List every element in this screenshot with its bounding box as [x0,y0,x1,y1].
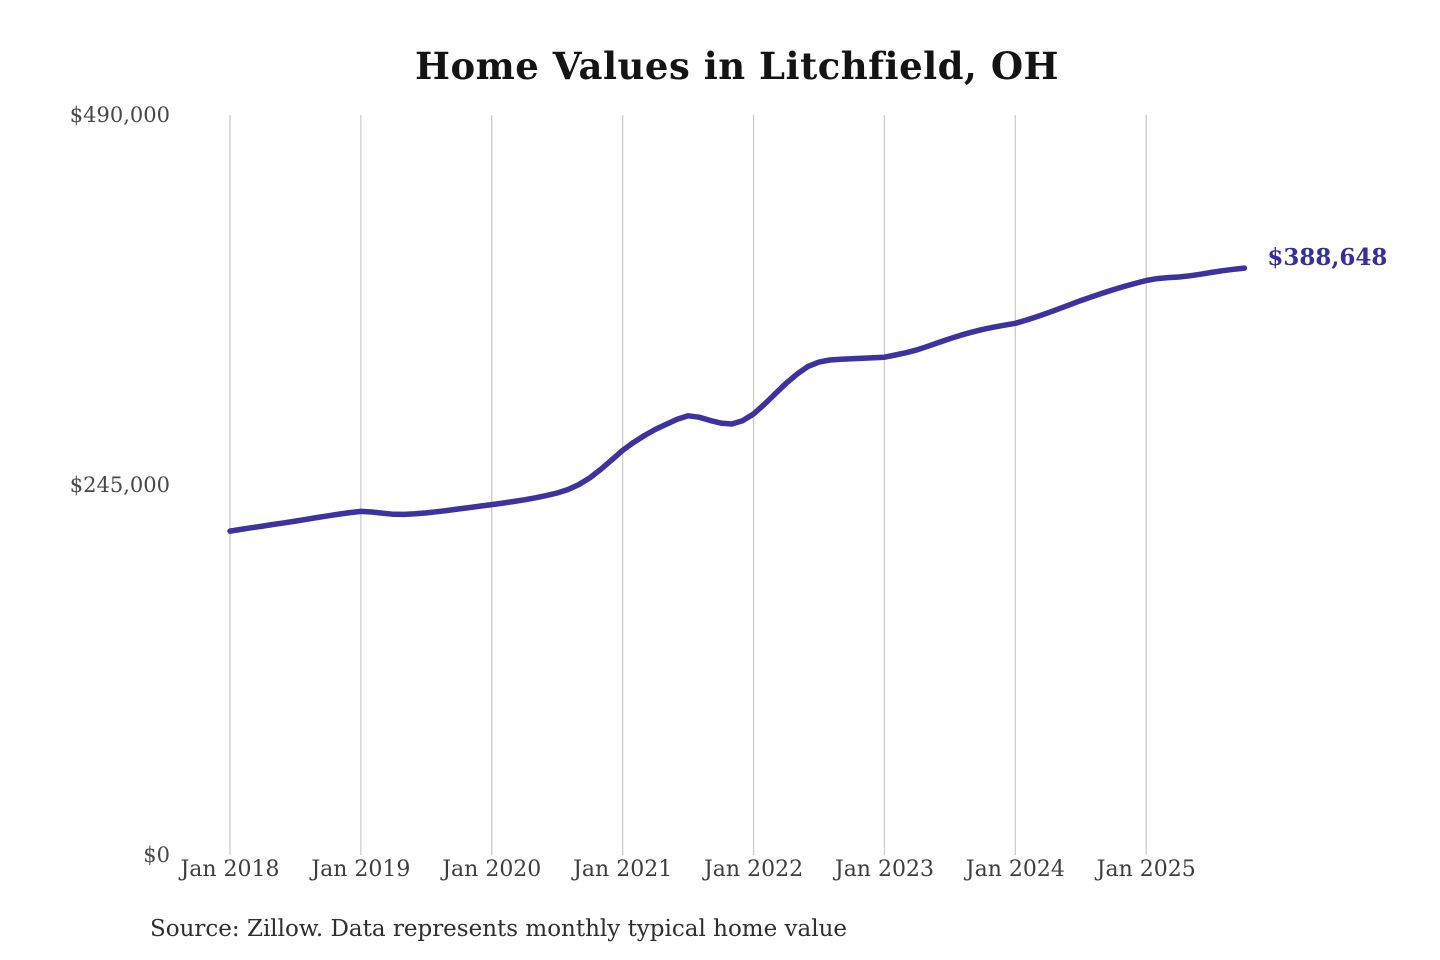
x-axis-tick: Jan 2023 [834,857,934,882]
source-note: Source: Zillow. Data represents monthly … [150,916,848,942]
home-value-line [227,265,1248,534]
year-gridlines [229,115,1147,855]
x-axis-tick: Jan 2018 [180,857,280,882]
y-axis-tick: $490,000 [69,103,170,127]
chart-title: Home Values in Litchfield, OH [414,44,1060,88]
y-axis: $490,000 $245,000 $0 [0,0,170,960]
x-axis-tick: Jan 2025 [1096,857,1196,882]
y-axis-tick: $0 [143,843,170,867]
x-axis-tick: Jan 2022 [703,857,804,882]
x-axis-tick: Jan 2021 [573,857,673,882]
x-axis-tick: Jan 2020 [442,857,542,882]
x-axis-tick: Jan 2019 [311,857,411,882]
latest-value-label: $388,648 [1267,244,1388,272]
y-axis-tick: $245,000 [69,473,170,497]
x-axis-tick: Jan 2024 [965,857,1065,882]
